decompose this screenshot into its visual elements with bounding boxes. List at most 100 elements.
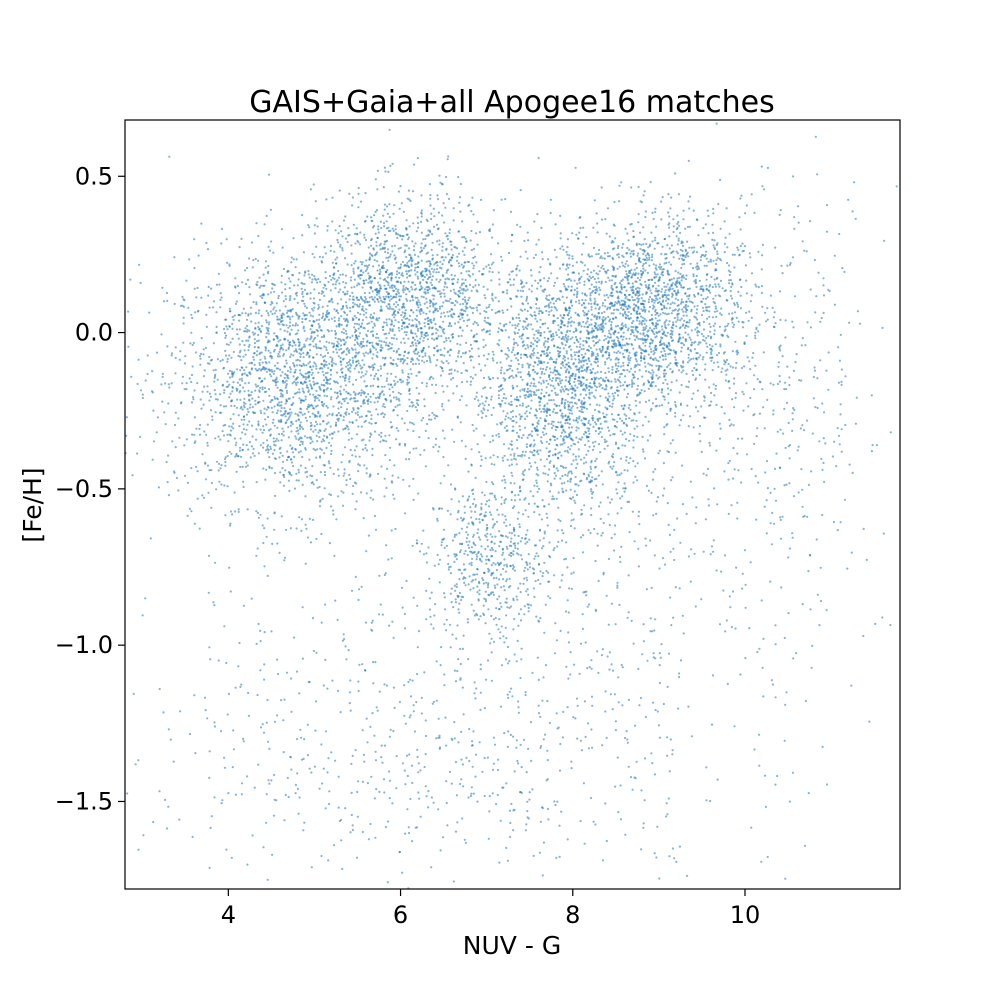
- data-point: [213, 342, 215, 344]
- data-point: [327, 367, 329, 369]
- data-point: [177, 417, 179, 419]
- data-point: [433, 226, 435, 228]
- data-point: [343, 311, 345, 313]
- data-point: [434, 417, 436, 419]
- data-point: [375, 397, 377, 399]
- data-point: [432, 242, 434, 244]
- data-point: [311, 441, 313, 443]
- data-point: [387, 307, 389, 309]
- data-point: [379, 297, 381, 299]
- data-point: [365, 259, 367, 261]
- data-point: [598, 253, 600, 255]
- data-point: [373, 367, 375, 369]
- data-point: [331, 330, 333, 332]
- data-point: [289, 297, 291, 299]
- data-point: [409, 405, 411, 407]
- data-point: [387, 252, 389, 254]
- data-point: [408, 281, 410, 283]
- data-point: [568, 257, 570, 259]
- data-point: [632, 446, 634, 448]
- data-point: [660, 365, 662, 367]
- data-point: [351, 286, 353, 288]
- data-point: [314, 400, 316, 402]
- data-point: [255, 428, 257, 430]
- data-point: [216, 284, 218, 286]
- data-point: [511, 499, 513, 501]
- data-point: [319, 500, 321, 502]
- data-point: [605, 388, 607, 390]
- data-point: [273, 437, 275, 439]
- data-point: [453, 289, 455, 291]
- data-point: [257, 401, 259, 403]
- data-point: [355, 400, 357, 402]
- data-point: [342, 454, 344, 456]
- data-point: [450, 325, 452, 327]
- data-point: [546, 366, 548, 368]
- data-point: [483, 268, 485, 270]
- data-point: [429, 310, 431, 312]
- data-point: [337, 395, 339, 397]
- data-point: [383, 341, 385, 343]
- data-point: [417, 276, 419, 278]
- data-point: [556, 467, 558, 469]
- data-point: [368, 292, 370, 294]
- data-point: [365, 420, 367, 422]
- data-point: [235, 442, 237, 444]
- data-point: [551, 380, 553, 382]
- data-point: [408, 247, 410, 249]
- data-point: [335, 229, 337, 231]
- data-point: [288, 342, 290, 344]
- data-point: [492, 271, 494, 273]
- data-point: [595, 485, 597, 487]
- data-point: [672, 439, 674, 441]
- data-point: [301, 288, 303, 290]
- data-point: [262, 467, 264, 469]
- data-point: [421, 333, 423, 335]
- data-point: [648, 490, 650, 492]
- data-point: [312, 519, 314, 521]
- data-point: [380, 368, 382, 370]
- data-point: [432, 377, 434, 379]
- data-point: [349, 398, 351, 400]
- data-point: [409, 452, 411, 454]
- data-point: [338, 349, 340, 351]
- data-point: [620, 181, 622, 183]
- data-point: [380, 306, 382, 308]
- data-point: [388, 434, 390, 436]
- data-point: [567, 599, 569, 601]
- data-point: [368, 246, 370, 248]
- data-point: [374, 431, 376, 433]
- data-point: [468, 270, 470, 272]
- data-point: [568, 404, 570, 406]
- data-point: [369, 351, 371, 353]
- data-point: [541, 251, 543, 253]
- data-point: [393, 325, 395, 327]
- data-point: [578, 232, 580, 234]
- data-point: [324, 246, 326, 248]
- data-point: [238, 314, 240, 316]
- data-point: [384, 288, 386, 290]
- data-point: [482, 339, 484, 341]
- data-point: [316, 353, 318, 355]
- data-point: [231, 400, 233, 402]
- data-point: [368, 301, 370, 303]
- data-point: [307, 224, 309, 226]
- data-point: [244, 349, 246, 351]
- data-point: [285, 402, 287, 404]
- data-point: [433, 298, 435, 300]
- data-point: [291, 329, 293, 331]
- data-point: [278, 351, 280, 353]
- data-point: [259, 359, 261, 361]
- data-point: [534, 340, 536, 342]
- data-point: [310, 425, 312, 427]
- data-point: [315, 421, 317, 423]
- data-point: [328, 363, 330, 365]
- data-point: [266, 446, 268, 448]
- data-point: [595, 389, 597, 391]
- data-point: [353, 397, 355, 399]
- data-point: [244, 327, 246, 329]
- data-point: [324, 474, 326, 476]
- data-point: [395, 262, 397, 264]
- data-point: [550, 423, 552, 425]
- data-point: [273, 338, 275, 340]
